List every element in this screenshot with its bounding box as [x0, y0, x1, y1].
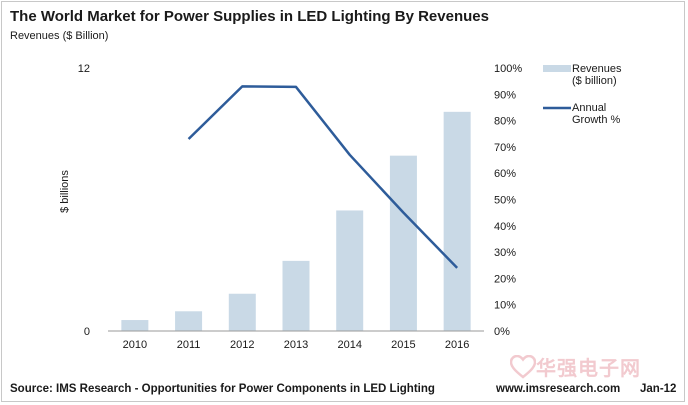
bar-2014 — [336, 210, 364, 331]
bar-2016 — [443, 111, 471, 331]
source-note: Source: IMS Research - Opportunities for… — [10, 383, 435, 395]
bar-2012 — [228, 293, 256, 331]
y2-tick-30pct: 30% — [494, 247, 516, 259]
y-axis-label: $ billions — [59, 170, 71, 213]
y2-tick-labels: 0% 10% 20% 30% 40% 50% 60% 70% 80% 90% 100% — [494, 63, 522, 338]
watermark-text: 华强电子网 — [536, 358, 641, 380]
x-tick-2010: 2010 — [123, 339, 147, 351]
legend-label-revenues-line1: Revenues — [572, 63, 622, 75]
chart-subtitle: Revenues ($ Billion) — [10, 30, 109, 42]
y2-tick-20pct: 20% — [494, 273, 516, 285]
y2-tick-70pct: 70% — [494, 142, 516, 154]
y2-tick-100pct: 100% — [494, 63, 522, 75]
heart-logo-icon — [510, 354, 536, 379]
bar-2011 — [175, 311, 203, 331]
y-tick-labels: 0 12 — [78, 63, 90, 338]
website-link[interactable]: www.imsresearch.com — [496, 383, 621, 395]
y-tick-0: 0 — [84, 326, 90, 338]
legend-label-growth-line2: Growth % — [572, 114, 621, 126]
y2-tick-60pct: 60% — [494, 168, 516, 180]
y2-tick-80pct: 80% — [494, 116, 516, 128]
bar-2015 — [389, 155, 417, 331]
x-tick-2016: 2016 — [445, 339, 469, 351]
y2-tick-90pct: 90% — [494, 89, 516, 101]
y-tick-12: 12 — [78, 63, 90, 75]
watermark: 华强电子网 — [510, 352, 641, 381]
bar-2013 — [282, 260, 310, 331]
y2-tick-50pct: 50% — [494, 195, 516, 207]
y2-tick-0pct: 0% — [494, 326, 510, 338]
x-tick-2011: 2011 — [177, 339, 201, 351]
legend: Revenues ($ billion) Annual Growth % — [543, 63, 622, 126]
bar-series — [121, 111, 471, 331]
legend-label-growth-line1: Annual — [572, 102, 606, 114]
x-tick-2013: 2013 — [284, 339, 308, 351]
legend-label-revenues-line2: ($ billion) — [572, 75, 617, 87]
chart-title: The World Market for Power Supplies in L… — [10, 8, 489, 25]
legend-swatch-revenues — [543, 65, 571, 72]
x-tick-labels: 2010 2011 2012 2013 2014 2015 2016 — [123, 339, 470, 351]
x-tick-2014: 2014 — [337, 339, 361, 351]
y2-tick-40pct: 40% — [494, 221, 516, 233]
x-tick-2012: 2012 — [230, 339, 254, 351]
growth-line — [187, 85, 459, 269]
y2-tick-10pct: 10% — [494, 300, 516, 312]
bar-2010 — [121, 320, 149, 331]
publish-date: Jan-12 — [640, 383, 677, 395]
x-tick-2015: 2015 — [391, 339, 415, 351]
